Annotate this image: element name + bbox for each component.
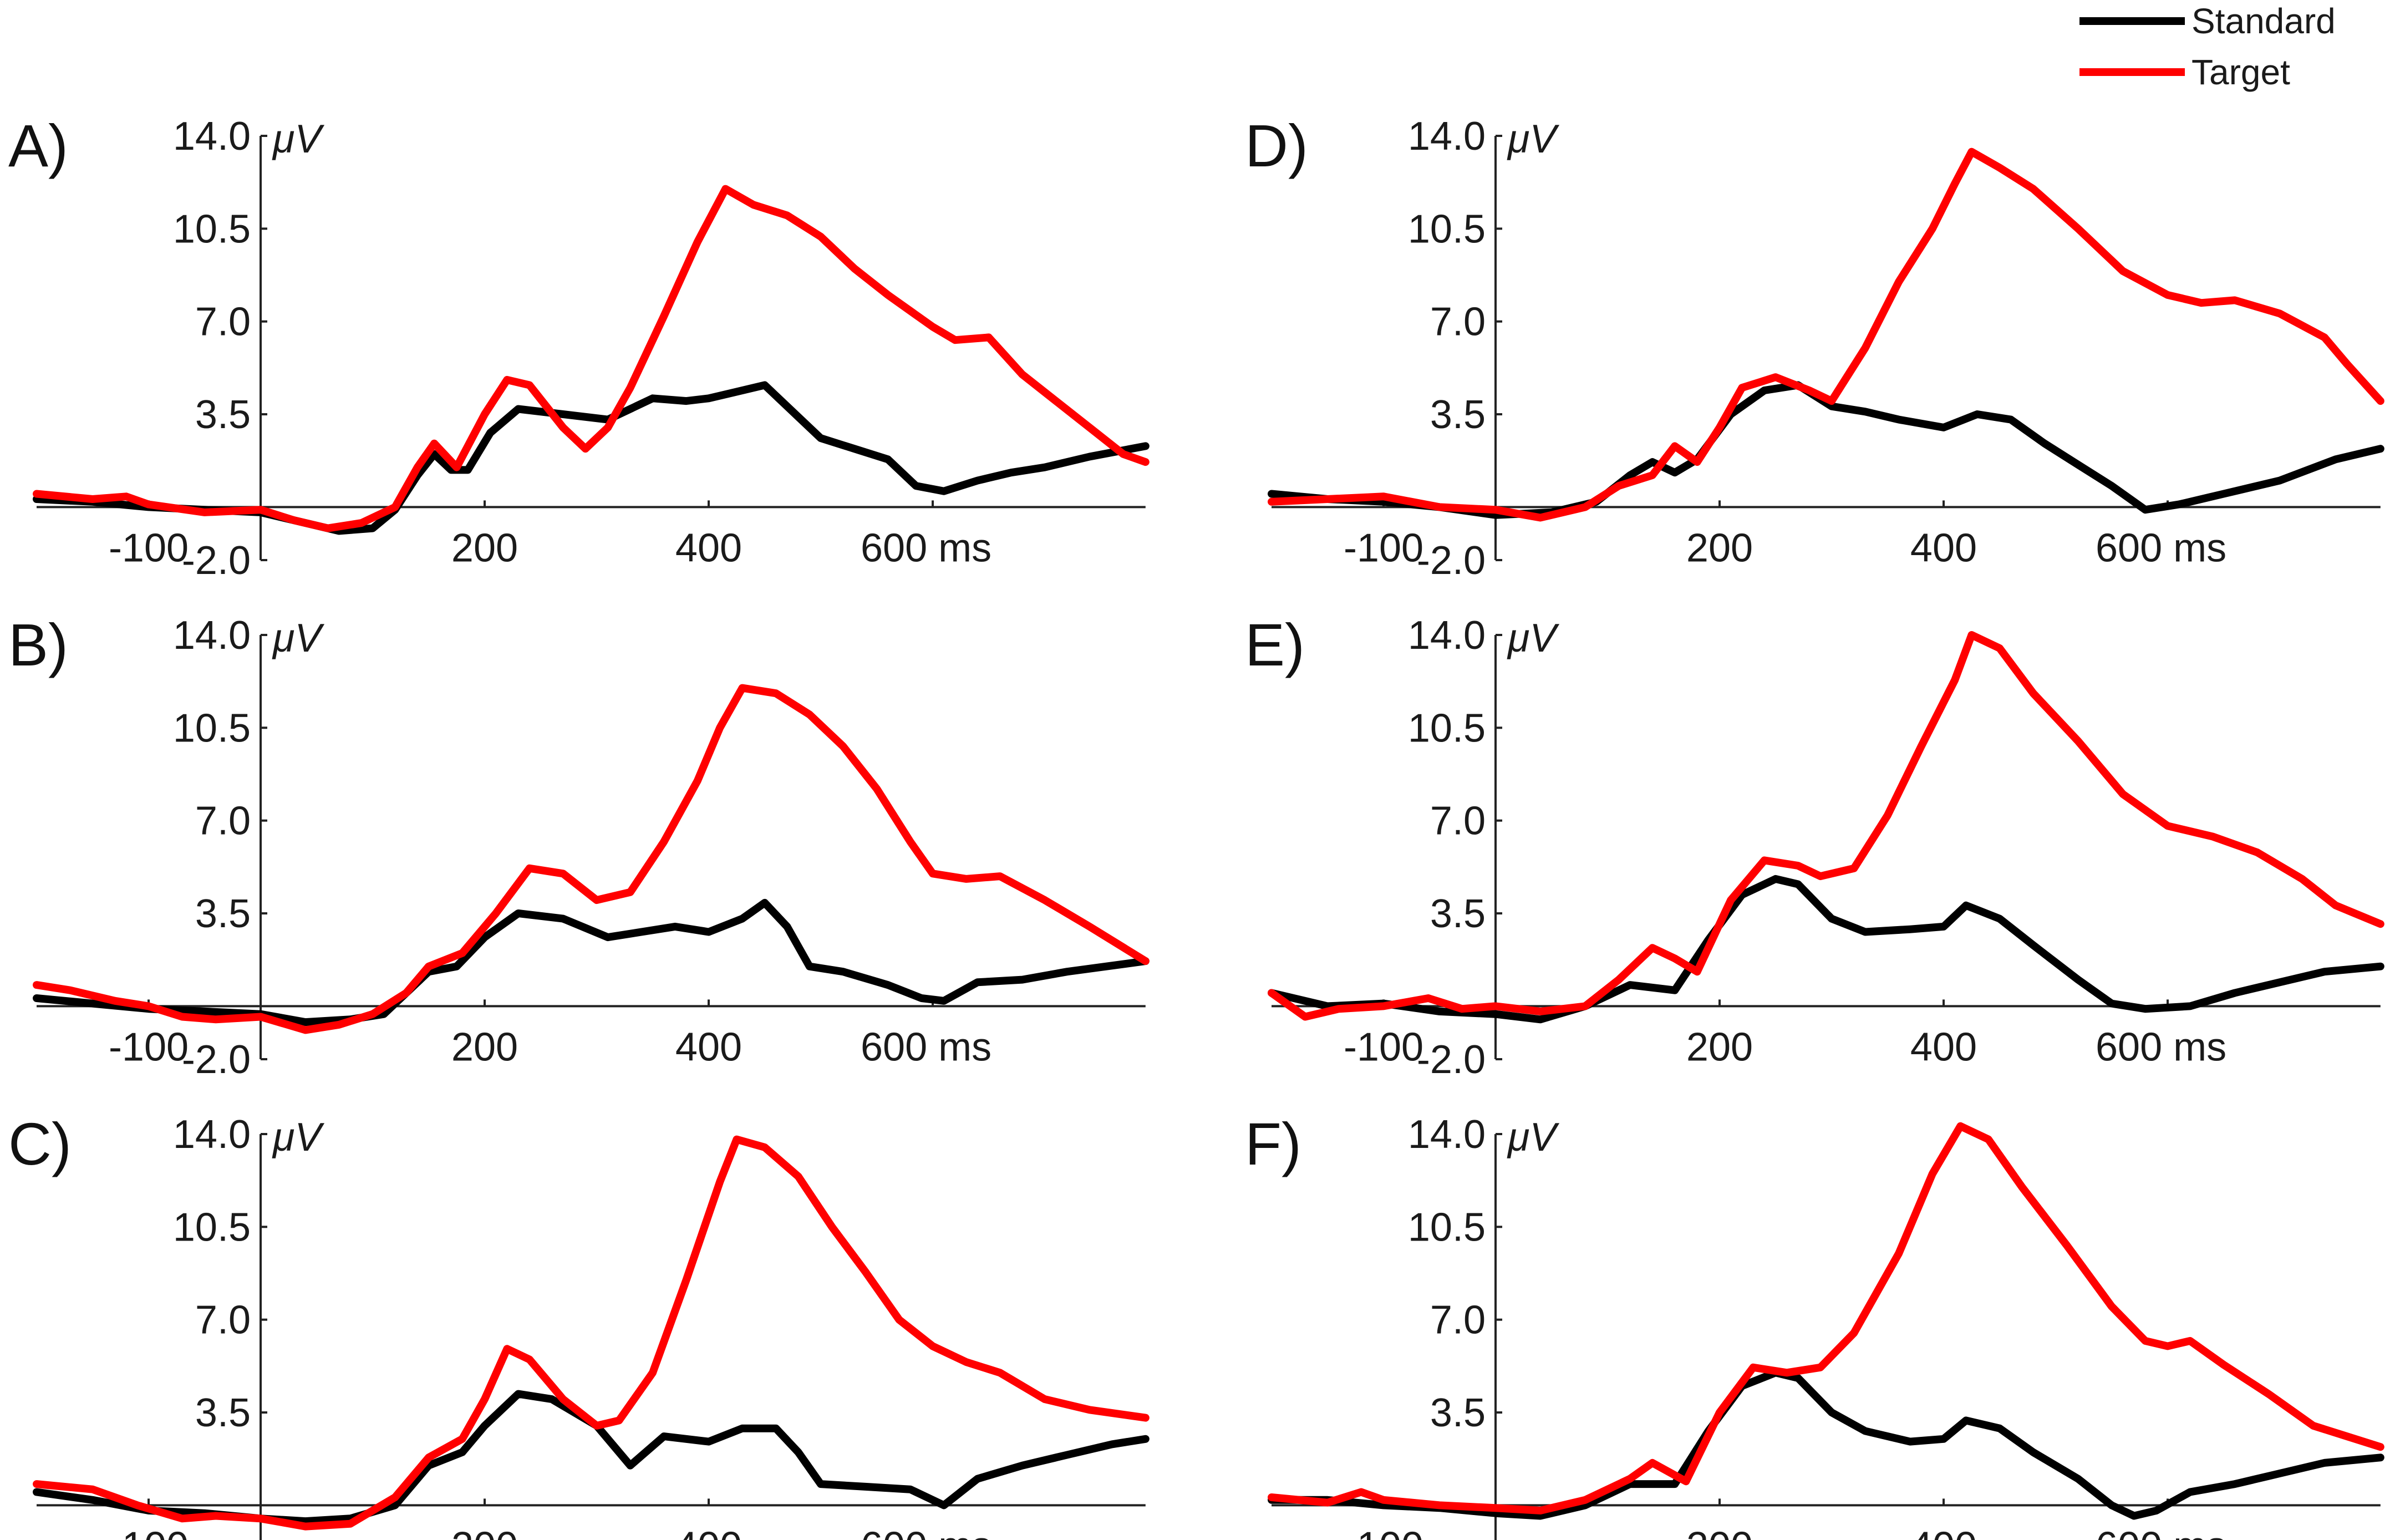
x-tick-label: 400 — [675, 526, 742, 570]
y-tick-label: 3.5 — [1430, 393, 1486, 437]
y-tick-label: 10.5 — [173, 1205, 251, 1249]
y-unit-label: μV — [1507, 616, 1559, 660]
x-tick-label: 200 — [1686, 526, 1753, 570]
x-tick-label: -100 — [1344, 1025, 1423, 1069]
y-tick-label: 7.0 — [195, 1298, 251, 1343]
panel-f: F) -2.0 3.5 7.0 10.5 14.0 μV -100 200 400 600 ms — [1245, 1110, 2384, 1540]
y-tick-label: 3.5 — [1430, 1391, 1486, 1435]
y-tick-label: 10.5 — [173, 706, 251, 750]
series-line-target — [1268, 148, 2384, 522]
y-tick-label: 10.5 — [1408, 1205, 1486, 1249]
x-tick-label: 200 — [1686, 1524, 1753, 1540]
series-line-target — [1268, 1122, 2384, 1514]
x-tick-label: 400 — [1910, 1025, 1977, 1069]
y-tick-label: -2.0 — [1417, 1038, 1486, 1082]
panel-label-e: E) — [1245, 611, 1305, 678]
y-unit-label: μV — [272, 616, 324, 660]
series-line-standard — [1268, 1369, 2384, 1520]
panel-c: C) -2.0 3.5 7.0 10.5 14.0 μV -100 200 400 600 ms — [8, 1110, 1150, 1540]
y-unit-label: μV — [272, 1115, 324, 1160]
panel-label-a: A) — [8, 112, 68, 179]
panel-e: E) -2.0 3.5 7.0 10.5 14.0 μV -100 200 400 600 ms — [1245, 611, 2384, 1082]
y-tick-label: -2.0 — [1417, 538, 1486, 583]
x-tick-label: 400 — [675, 1524, 742, 1540]
legend-label-target: Target — [2191, 52, 2290, 92]
panel-label-b: B) — [8, 611, 68, 678]
x-tick-label: -100 — [1344, 526, 1423, 570]
y-tick-label: 3.5 — [195, 393, 251, 437]
y-tick-label: 14.0 — [173, 613, 251, 658]
panel-label-c: C) — [8, 1110, 72, 1177]
legend: Standard Target — [2079, 1, 2336, 92]
y-tick-label: 3.5 — [1430, 892, 1486, 936]
x-tick-label: 600 ms — [2096, 1524, 2226, 1540]
y-tick-label: 10.5 — [1408, 706, 1486, 750]
y-unit-label: μV — [1507, 1115, 1559, 1160]
x-tick-label: 400 — [1910, 1524, 1977, 1540]
x-tick-label: 400 — [675, 1025, 742, 1069]
x-tick-label: -100 — [109, 1025, 189, 1069]
panel-label-f: F) — [1245, 1110, 1301, 1177]
y-unit-label: μV — [1507, 117, 1559, 161]
y-tick-label: 10.5 — [1408, 207, 1486, 251]
x-tick-label: 600 ms — [861, 1025, 991, 1069]
x-tick-label: 600 ms — [861, 1524, 991, 1540]
y-tick-label: 14.0 — [173, 1112, 251, 1157]
y-tick-label: 3.5 — [195, 1391, 251, 1435]
series-line-target — [33, 185, 1150, 532]
y-unit-label: μV — [272, 117, 324, 161]
y-tick-label: 7.0 — [195, 799, 251, 843]
series-line-target — [33, 1135, 1150, 1531]
series-line-standard — [33, 898, 1150, 1026]
y-tick-label: 7.0 — [1430, 300, 1486, 344]
panel-b: B) -2.0 3.5 7.0 10.5 14.0 μV -100 200 400 600 ms — [8, 611, 1150, 1082]
panel-label-d: D) — [1245, 112, 1308, 179]
y-tick-label: -2.0 — [182, 1038, 251, 1082]
panels: A)-2.03.57.010.514.0 μV-100 200 400 600 msB)… — [8, 112, 2384, 1540]
y-tick-label: -2.0 — [1417, 1537, 1486, 1540]
y-tick-label: 7.0 — [1430, 799, 1486, 843]
y-tick-label: 14.0 — [1408, 1112, 1486, 1157]
x-tick-label: 600 ms — [2096, 1025, 2226, 1069]
y-tick-label: 10.5 — [173, 207, 251, 251]
y-tick-label: 14.0 — [173, 114, 251, 159]
y-tick-label: 3.5 — [195, 892, 251, 936]
y-tick-label: 7.0 — [195, 300, 251, 344]
series-line-target — [1268, 631, 2384, 1021]
x-tick-label: 400 — [1910, 526, 1977, 570]
legend-label-standard: Standard — [2191, 1, 2336, 41]
x-tick-label: 200 — [451, 1025, 518, 1069]
y-tick-label: 14.0 — [1408, 613, 1486, 658]
x-tick-label: -100 — [109, 1524, 189, 1540]
y-tick-label: -2.0 — [182, 538, 251, 583]
x-tick-label: 200 — [1686, 1025, 1753, 1069]
series-line-target — [33, 684, 1150, 1034]
panel-a: A) -2.0 3.5 7.0 10.5 14.0 μV -100 200 400 600 ms — [8, 112, 1150, 583]
x-tick-label: 200 — [451, 526, 518, 570]
y-tick-label: 7.0 — [1430, 1298, 1486, 1343]
x-tick-label: 600 ms — [2096, 526, 2226, 570]
panel-d: D) -2.0 3.5 7.0 10.5 14.0 μV -100 200 400 600 ms — [1245, 112, 2384, 583]
x-tick-label: 600 ms — [861, 526, 991, 570]
x-tick-label: -100 — [1344, 1524, 1423, 1540]
x-tick-label: -100 — [109, 526, 189, 570]
x-tick-label: 200 — [451, 1524, 518, 1540]
y-tick-label: -2.0 — [182, 1537, 251, 1540]
y-tick-label: 14.0 — [1408, 114, 1486, 159]
series-line-standard — [1268, 875, 2384, 1024]
